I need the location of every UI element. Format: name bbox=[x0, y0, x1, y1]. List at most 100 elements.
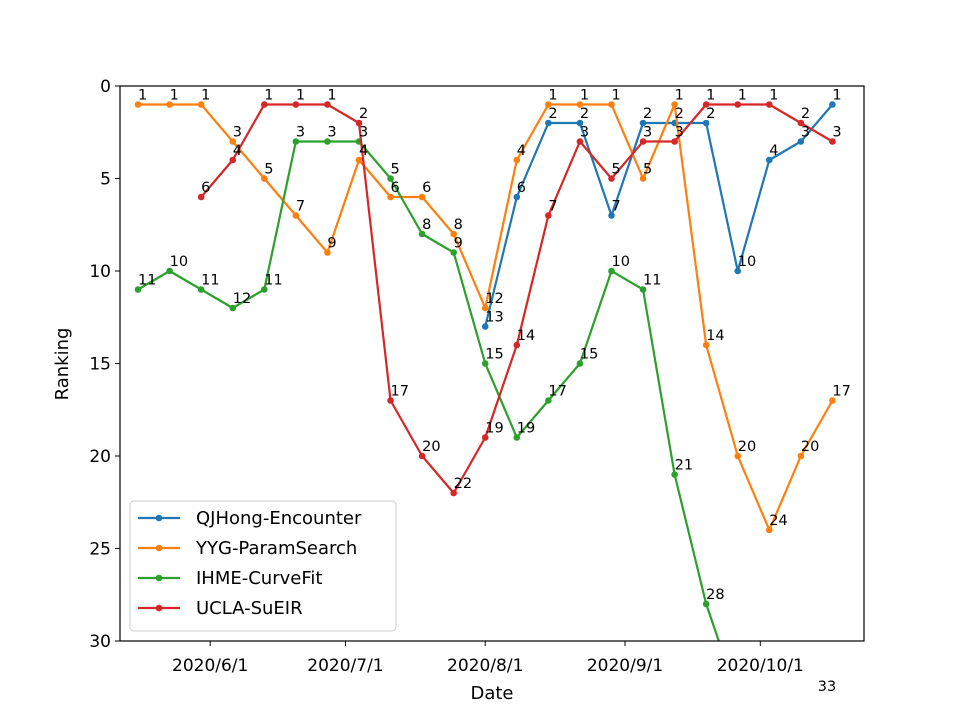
y-tick-label: 0 bbox=[100, 77, 111, 97]
data-point-ihme-curvefit bbox=[545, 397, 552, 404]
data-label-ucla-sueir: 6 bbox=[201, 180, 210, 196]
legend-label-yyg-paramsearch: YYG-ParamSearch bbox=[195, 538, 357, 559]
data-label-ucla-sueir: 22 bbox=[454, 476, 472, 492]
data-point-qjhong-encounter bbox=[576, 119, 584, 127]
data-label-ihme-curvefit: 33 bbox=[818, 679, 836, 695]
x-axis-title: Date bbox=[470, 683, 513, 704]
data-point-ihme-curvefit bbox=[734, 693, 741, 700]
data-point-ucla-sueir bbox=[639, 138, 647, 145]
data-point-ihme-curvefit bbox=[387, 175, 394, 182]
data-label-ucla-sueir: 19 bbox=[485, 421, 503, 437]
data-label-qjhong-encounter: 2 bbox=[706, 106, 715, 122]
data-label-qjhong-encounter: 2 bbox=[580, 106, 589, 122]
data-point-qjhong-encounter bbox=[608, 212, 615, 219]
data-label-qjhong-encounter: 2 bbox=[548, 106, 557, 122]
data-point-yyg-paramsearch bbox=[197, 101, 205, 108]
data-label-ucla-sueir: 3 bbox=[643, 125, 652, 141]
data-point-ucla-sueir bbox=[197, 193, 205, 201]
y-tick-label: 10 bbox=[89, 262, 111, 282]
data-label-yyg-paramsearch: 1 bbox=[611, 88, 620, 104]
data-label-ihme-curvefit: 8 bbox=[422, 217, 431, 233]
data-label-ihme-curvefit: 11 bbox=[643, 273, 661, 289]
data-point-ucla-sueir bbox=[829, 138, 836, 145]
data-point-yyg-paramsearch bbox=[545, 101, 552, 108]
data-point-yyg-paramsearch bbox=[608, 101, 615, 108]
data-point-yyg-paramsearch bbox=[766, 526, 773, 534]
data-point-ihme-curvefit bbox=[639, 286, 647, 293]
x-tick-label: 2020/9/1 bbox=[587, 656, 663, 676]
data-label-yyg-paramsearch: 6 bbox=[391, 180, 400, 196]
data-point-ucla-sueir bbox=[608, 175, 615, 182]
data-label-yyg-paramsearch: 7 bbox=[296, 199, 305, 215]
data-label-yyg-paramsearch: 1 bbox=[580, 88, 589, 104]
data-label-yyg-paramsearch: 20 bbox=[738, 439, 756, 455]
legend: QJHong-Encounter YYG-ParamSearch IHME-Curv… bbox=[129, 500, 397, 632]
data-label-yyg-paramsearch: 4 bbox=[359, 143, 368, 159]
data-label-ucla-sueir: 3 bbox=[832, 125, 841, 141]
data-point-ihme-curvefit bbox=[134, 286, 142, 293]
data-label-ihme-curvefit: 3 bbox=[327, 125, 336, 141]
data-label-ihme-curvefit: 11 bbox=[264, 273, 282, 289]
data-label-yyg-paramsearch: 1 bbox=[675, 88, 684, 104]
x-tick-label: 2020/10/1 bbox=[717, 656, 804, 676]
data-label-ucla-sueir: 1 bbox=[264, 88, 273, 104]
data-point-yyg-paramsearch bbox=[797, 452, 805, 460]
data-label-yyg-paramsearch: 1 bbox=[138, 88, 147, 104]
x-tick-label: 2020/7/1 bbox=[307, 656, 383, 676]
data-label-ihme-curvefit: 21 bbox=[675, 458, 693, 474]
data-label-ucla-sueir: 17 bbox=[391, 384, 409, 400]
data-label-ucla-sueir: 3 bbox=[580, 125, 589, 141]
x-tick-label: 2020/8/1 bbox=[447, 656, 523, 676]
data-label-qjhong-encounter: 3 bbox=[801, 125, 810, 141]
data-label-ihme-curvefit: 11 bbox=[201, 273, 219, 289]
data-point-qjhong-encounter bbox=[639, 119, 647, 127]
data-point-yyg-paramsearch bbox=[513, 156, 521, 164]
data-label-ihme-curvefit: 15 bbox=[580, 347, 598, 363]
y-tick-label: 25 bbox=[89, 540, 111, 560]
data-label-ucla-sueir: 1 bbox=[738, 88, 747, 104]
data-point-ihme-curvefit bbox=[513, 434, 521, 441]
x-tick-label: 2020/6/1 bbox=[172, 656, 248, 676]
data-label-yyg-paramsearch: 12 bbox=[485, 291, 503, 307]
data-point-ihme-curvefit bbox=[260, 286, 268, 293]
data-label-yyg-paramsearch: 6 bbox=[422, 180, 431, 196]
data-point-ucla-sueir bbox=[418, 452, 426, 460]
data-label-ucla-sueir: 1 bbox=[769, 88, 778, 104]
legend-label-ihme-curvefit: IHME-CurveFit bbox=[196, 568, 322, 589]
legend-marker-qjhong-encounter bbox=[155, 514, 163, 522]
data-label-ucla-sueir: 3 bbox=[675, 125, 684, 141]
data-label-ihme-curvefit: 19 bbox=[517, 421, 535, 437]
data-label-yyg-paramsearch: 5 bbox=[643, 162, 652, 178]
data-point-qjhong-encounter bbox=[734, 267, 742, 275]
data-label-ihme-curvefit: 15 bbox=[485, 347, 503, 363]
data-point-qjhong-encounter bbox=[545, 119, 552, 127]
y-tick-label: 30 bbox=[89, 632, 111, 652]
data-label-ucla-sueir: 1 bbox=[296, 88, 305, 104]
data-point-yyg-paramsearch bbox=[829, 397, 836, 404]
data-label-qjhong-encounter: 1 bbox=[832, 88, 841, 104]
data-label-ihme-curvefit: 3 bbox=[359, 125, 368, 141]
data-label-ihme-curvefit: 9 bbox=[454, 236, 463, 252]
data-label-yyg-paramsearch: 1 bbox=[170, 88, 179, 104]
data-point-ihme-curvefit bbox=[608, 267, 615, 275]
data-point-ucla-sueir bbox=[260, 101, 268, 108]
data-point-ihme-curvefit bbox=[576, 360, 584, 367]
series-line-ihme-curvefit bbox=[137, 140, 720, 641]
data-label-ihme-curvefit: 10 bbox=[611, 254, 629, 270]
data-label-yyg-paramsearch: 14 bbox=[706, 328, 724, 344]
data-point-yyg-paramsearch bbox=[450, 230, 457, 238]
data-point-ucla-sueir bbox=[450, 489, 457, 497]
data-point-yyg-paramsearch bbox=[702, 341, 710, 349]
data-point-yyg-paramsearch bbox=[418, 193, 426, 201]
data-point-ucla-sueir bbox=[292, 101, 300, 108]
legend-label-qjhong-encounter: QJHong-Encounter bbox=[196, 508, 362, 529]
data-point-ucla-sueir bbox=[797, 119, 805, 127]
data-label-ihme-curvefit: 28 bbox=[706, 587, 724, 603]
data-point-ihme-curvefit bbox=[671, 471, 678, 478]
data-label-ucla-sueir: 20 bbox=[422, 439, 440, 455]
data-label-qjhong-encounter: 2 bbox=[675, 106, 684, 122]
data-label-qjhong-encounter: 13 bbox=[485, 310, 503, 326]
data-point-ihme-curvefit bbox=[292, 138, 300, 145]
